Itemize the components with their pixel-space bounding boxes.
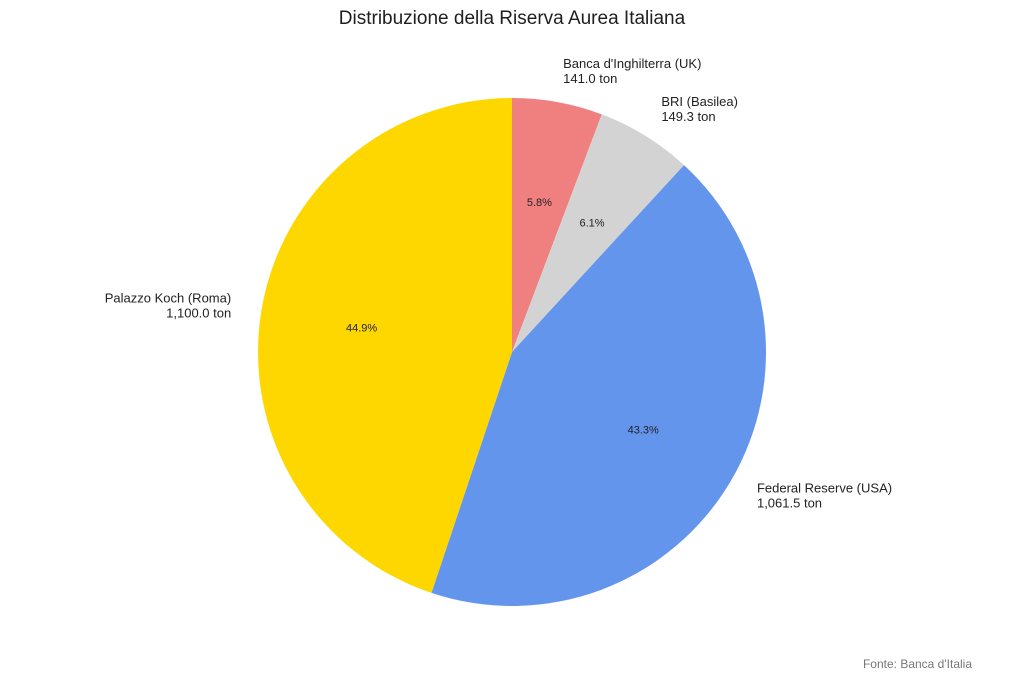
slice-label-2: Federal Reserve (USA) 1,061.5 ton bbox=[757, 481, 892, 511]
slice-name-0: Banca d'Inghilterra (UK) bbox=[563, 56, 701, 71]
percent-label-3: 44.9% bbox=[346, 323, 377, 335]
slice-labels: Banca d'Inghilterra (UK) 141.0 ton BRI (Ba… bbox=[105, 56, 892, 510]
slice-label-0: Banca d'Inghilterra (UK) 141.0 ton bbox=[563, 56, 701, 86]
pie-slice-2 bbox=[431, 165, 766, 606]
source-note: Fonte: Banca d'Italia bbox=[862, 657, 972, 671]
percent-label-2: 43.3% bbox=[628, 424, 659, 436]
percent-labels: 5.8% 6.1% 43.3% 44.9% bbox=[346, 197, 659, 436]
pie-slice-0 bbox=[512, 98, 602, 352]
slice-value-3: 1,100.0 ton bbox=[166, 305, 231, 320]
slice-value-0: 141.0 ton bbox=[563, 71, 617, 86]
chart-title: Distribuzione della Riserva Aurea Italia… bbox=[338, 8, 686, 29]
percent-label-0: 5.8% bbox=[527, 197, 552, 209]
slice-value-2: 1,061.5 ton bbox=[757, 496, 822, 511]
slice-name-2: Federal Reserve (USA) bbox=[757, 481, 892, 496]
pie-slices bbox=[258, 98, 766, 606]
slice-value-1: 149.3 ton bbox=[661, 109, 715, 124]
slice-name-3: Palazzo Koch (Roma) bbox=[105, 290, 231, 305]
percent-label-1: 6.1% bbox=[579, 217, 604, 229]
pie-slice-1 bbox=[512, 114, 685, 352]
slice-label-3: Palazzo Koch (Roma) 1,100.0 ton bbox=[105, 290, 231, 320]
slice-label-1: BRI (Basilea) 149.3 ton bbox=[661, 94, 738, 124]
pie-slice-3 bbox=[258, 98, 512, 593]
slice-name-1: BRI (Basilea) bbox=[661, 94, 738, 109]
